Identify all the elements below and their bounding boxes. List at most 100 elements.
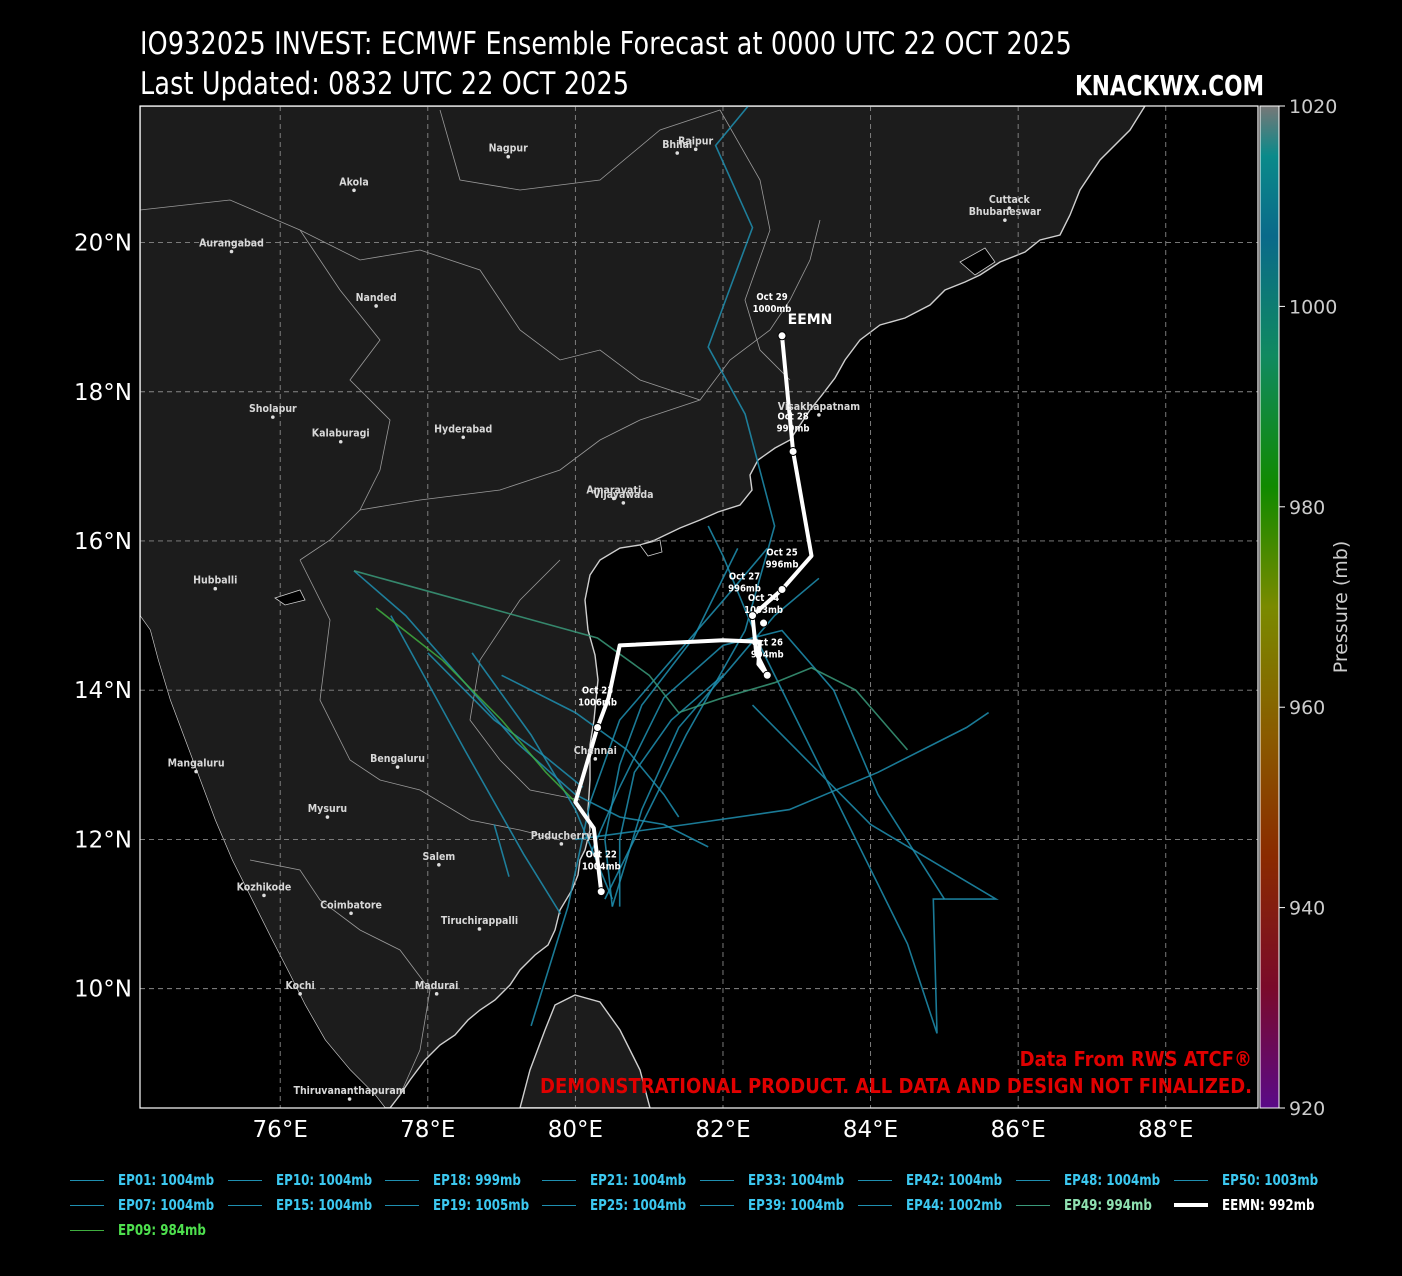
member-track <box>501 674 680 818</box>
city-label: Bhilai <box>662 139 692 151</box>
colorbar-tick-label: 920 <box>1289 1098 1325 1120</box>
eemn-point <box>759 618 769 628</box>
legend-item: EP01: 1004mb <box>70 1170 227 1190</box>
city-marker <box>611 496 616 501</box>
city-marker <box>271 415 275 419</box>
member-track <box>618 674 724 907</box>
eemn-point <box>777 584 787 594</box>
city-label: Amaravati <box>586 484 641 496</box>
eemn-point-pressure: 994mb <box>751 649 784 660</box>
member-track <box>604 548 739 907</box>
city-marker <box>229 249 234 254</box>
eemn-point <box>788 446 798 456</box>
member-track <box>611 577 820 907</box>
colorbar-tick-label: 980 <box>1289 497 1325 519</box>
eemn-point-date: Oct 24 <box>748 593 779 604</box>
city-marker <box>693 147 698 152</box>
lon-label: 78°E <box>400 1117 455 1143</box>
map-title: IO932025 INVEST: ECMWF Ensemble Forecast… <box>140 26 1072 62</box>
legend-label: EEMN: 992mb <box>1222 1196 1315 1214</box>
eemn-point-pressure: 1003mb <box>744 605 783 616</box>
member-track <box>375 607 576 803</box>
city-marker <box>298 992 302 996</box>
city-marker <box>506 154 511 159</box>
legend-item: EP50: 1003mb <box>1174 1170 1331 1190</box>
lat-label: 12°N <box>74 827 132 853</box>
legend-label: EP49: 994mb <box>1064 1196 1152 1214</box>
colorbar-tick-label: 1020 <box>1289 96 1337 118</box>
city-label: Bengaluru <box>370 753 425 765</box>
legend-swatch <box>700 1204 734 1206</box>
legend-swatch <box>700 1179 734 1181</box>
city-label: Tiruchirappalli <box>441 915 518 927</box>
colorbar-tick-label: 940 <box>1289 898 1325 920</box>
city-marker <box>395 765 400 769</box>
city-label: Thiruvananthapuram <box>294 1085 406 1097</box>
last-updated: Last Updated: 0832 UTC 22 OCT 2025 <box>140 66 630 102</box>
city-marker <box>262 893 266 898</box>
eemn-point <box>762 670 772 680</box>
legend-item: EP33: 1004mb <box>700 1170 857 1190</box>
city-label: Kozhikode <box>237 881 292 893</box>
lat-label: 20°N <box>74 231 132 257</box>
city-label: Madurai <box>415 980 459 992</box>
legend-item: EP15: 1004mb <box>228 1195 385 1215</box>
lon-label: 80°E <box>548 1117 603 1143</box>
eemn-point-pressure: 996mb <box>766 559 799 570</box>
legend-item: EP18: 999mb <box>385 1170 533 1190</box>
member-track <box>427 652 584 788</box>
eemn-point-pressure: 1004mb <box>582 862 621 873</box>
member-track <box>471 652 614 900</box>
legend-swatch <box>228 1179 262 1181</box>
city-marker <box>437 862 441 867</box>
legend-label: EP18: 999mb <box>433 1171 521 1189</box>
lon-label: 88°E <box>1138 1117 1193 1143</box>
legend-label: EP10: 1004mb <box>276 1171 373 1189</box>
legend-item: EP42: 1004mb <box>858 1170 1015 1190</box>
city-marker <box>434 992 439 996</box>
legend-label: EP48: 1004mb <box>1064 1171 1161 1189</box>
legend-swatch <box>385 1179 419 1181</box>
legend-item: EP44: 1002mb <box>858 1195 1015 1215</box>
legend-swatch <box>228 1204 262 1206</box>
lon-label: 76°E <box>253 1117 308 1143</box>
eemn-point-pressure: 1000mb <box>753 304 792 315</box>
legend-swatch <box>385 1204 419 1206</box>
eemn-point-date: Oct 26 <box>752 637 783 648</box>
legend-label: EP44: 1002mb <box>906 1196 1003 1214</box>
data-source-credit: Data From RWS ATCF® <box>1019 1047 1252 1071</box>
member-track <box>390 615 562 915</box>
city-marker <box>374 304 378 308</box>
member-track <box>530 547 768 1027</box>
legend-label: EP19: 1005mb <box>433 1196 530 1214</box>
eemn-point-date: Oct 23 <box>582 685 613 696</box>
member-track <box>707 525 999 1034</box>
legend-swatch <box>70 1204 104 1206</box>
legend-label: EP21: 1004mb <box>590 1171 687 1189</box>
lon-label: 86°E <box>991 1117 1046 1143</box>
city-label: Nanded <box>356 292 397 304</box>
legend-swatch <box>542 1179 576 1181</box>
city-marker <box>1007 206 1012 211</box>
eemn-point-date: Oct 29 <box>756 292 787 303</box>
city-marker <box>1003 218 1007 222</box>
legend-item: EP19: 1005mb <box>385 1195 542 1215</box>
city-label: Kochi <box>286 980 315 992</box>
eemn-point <box>777 331 787 341</box>
legend-item: EP39: 1004mb <box>700 1195 857 1215</box>
legend-swatch <box>858 1204 892 1206</box>
eemn-point <box>748 611 758 621</box>
city-marker <box>817 413 821 417</box>
eemn-point-pressure: 1006mb <box>578 697 617 708</box>
city-label: Bhubaneswar <box>969 206 1042 218</box>
member-track <box>604 106 776 900</box>
colorbar-label: Pressure (mb) <box>1330 541 1352 674</box>
legend-swatch <box>1016 1179 1050 1181</box>
eemn-point-date: Oct 25 <box>766 547 797 558</box>
city-label: Raipur <box>678 135 713 147</box>
gridlines <box>140 106 1258 1108</box>
lat-labels: 20°N 18°N 16°N 14°N 12°N 10°N <box>74 231 132 1003</box>
city-marker <box>593 757 598 761</box>
state-borders <box>140 109 821 1096</box>
